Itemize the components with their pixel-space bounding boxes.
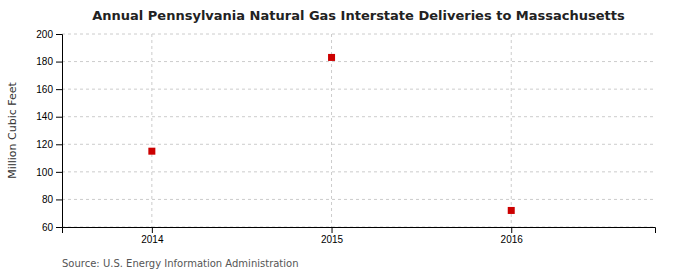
axis-line: [56, 35, 63, 228]
tick-label: 200: [36, 29, 53, 40]
tick-mark: [56, 62, 62, 63]
tick: 120: [36, 139, 62, 150]
tick: 160: [36, 84, 62, 95]
tick-label: 2016: [501, 234, 524, 245]
grid-line: [62, 171, 655, 172]
tick-mark: [56, 227, 62, 228]
tick: 140: [36, 111, 62, 122]
grid-line: [331, 34, 332, 227]
tick: 2015: [321, 227, 344, 245]
tick-label: 100: [36, 167, 53, 178]
tick-mark: [56, 199, 62, 200]
grid-line: [151, 34, 152, 227]
source: Source: U.S. Energy Information Administ…: [62, 258, 299, 269]
tick: 80: [42, 194, 62, 205]
tick-label: 180: [36, 56, 53, 67]
title: Annual Pennsylvania Natural Gas Intersta…: [92, 8, 625, 23]
tick-mark: [56, 34, 62, 35]
tick-label: 120: [36, 139, 53, 150]
axis-line: [63, 228, 656, 234]
grid-line: [62, 61, 655, 62]
grid-line: [62, 89, 655, 90]
grid-line: [62, 199, 655, 200]
points: [148, 54, 514, 214]
tick: 2016: [501, 227, 524, 245]
tick-mark: [511, 227, 512, 233]
tick-label: 140: [36, 111, 53, 122]
tick-mark: [56, 117, 62, 118]
tick-label: 80: [42, 194, 54, 205]
x-axis: 2014 2015 2016: [63, 227, 656, 245]
y-axis: 60 80 100 120 140 160 180 200: [36, 29, 62, 233]
tick-mark: [56, 89, 62, 90]
tick: 2014: [141, 227, 164, 245]
grid: [62, 34, 655, 227]
point: [508, 207, 515, 214]
tick-mark: [56, 144, 62, 145]
point: [328, 54, 335, 61]
tick-mark: [56, 172, 62, 173]
tick-mark: [152, 227, 153, 233]
y-axis-title: Million Cubic Feet: [6, 81, 19, 178]
grid-line: [62, 144, 655, 145]
tick-label: 2015: [321, 234, 344, 245]
tick: 200: [36, 29, 62, 40]
tick-mark: [332, 227, 333, 233]
tick: 60: [42, 222, 62, 233]
plot: 2014 2015 2016 60 80 100 120 140 160 180 200: [36, 29, 655, 245]
grid-line: [62, 34, 655, 35]
grid-line: [62, 116, 655, 117]
tick-label: 2014: [141, 234, 164, 245]
tick: 180: [36, 56, 62, 67]
point: [148, 148, 155, 155]
chart: 2014 2015 2016 60 80 100 120 140 160 180 200 Annual…: [0, 0, 675, 275]
tick: 100: [36, 167, 62, 178]
grid-line: [511, 34, 512, 227]
tick-label: 160: [36, 84, 53, 95]
tick-label: 60: [42, 222, 54, 233]
